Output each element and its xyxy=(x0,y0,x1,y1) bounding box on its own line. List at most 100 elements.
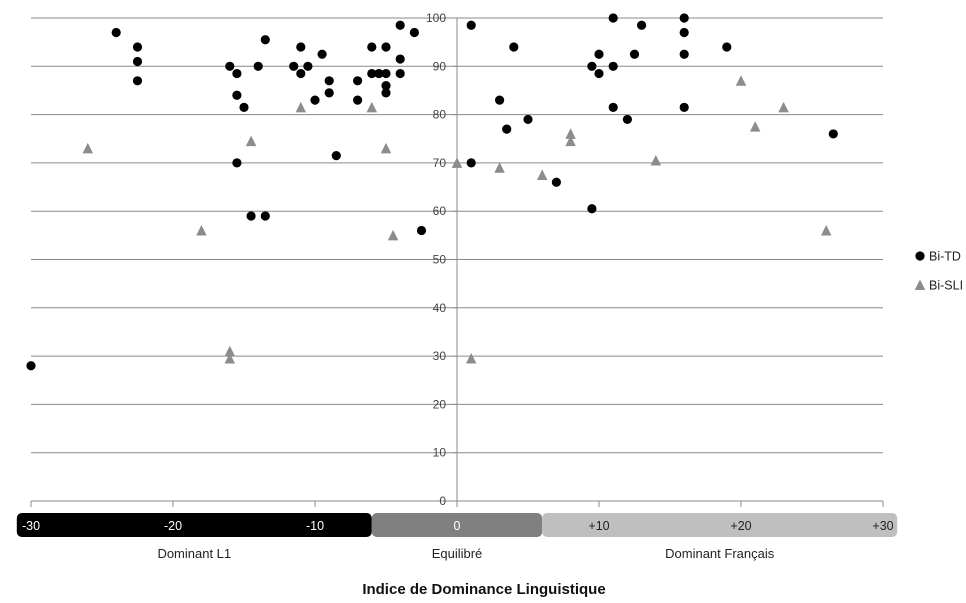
zone-labels: Dominant L1 Equilibré Dominant Français xyxy=(157,546,774,561)
data-point xyxy=(395,20,405,30)
y-tick-label: 60 xyxy=(433,204,447,218)
zone-segment-equilibr- xyxy=(371,513,543,537)
y-tick-label: 100 xyxy=(426,11,446,25)
data-point xyxy=(132,56,143,67)
data-point xyxy=(196,225,207,236)
data-point xyxy=(353,95,363,105)
x-tick-label: -20 xyxy=(164,519,182,533)
data-point xyxy=(466,158,476,168)
triangle-marker-icon xyxy=(914,279,926,290)
x-tick-label: +20 xyxy=(730,519,751,533)
data-point xyxy=(608,102,618,112)
data-point xyxy=(296,68,306,79)
data-points xyxy=(26,13,838,371)
data-point xyxy=(224,353,236,364)
data-point xyxy=(367,42,377,52)
data-point xyxy=(395,68,405,79)
data-point xyxy=(820,225,832,236)
data-point xyxy=(395,54,405,64)
data-point xyxy=(331,151,341,161)
data-point xyxy=(381,42,391,52)
data-point xyxy=(111,27,121,38)
y-tick-label: 80 xyxy=(433,108,447,122)
data-point xyxy=(374,68,384,79)
data-point xyxy=(296,42,306,52)
data-point xyxy=(260,35,270,45)
axes xyxy=(30,17,884,507)
data-point xyxy=(509,42,519,52)
data-point xyxy=(387,229,399,241)
data-point xyxy=(324,76,334,86)
data-point xyxy=(679,13,689,23)
legend-label: Bi-SLI xyxy=(929,279,963,293)
y-tick-label: 30 xyxy=(433,349,447,363)
data-point xyxy=(232,68,242,79)
data-point xyxy=(380,142,392,154)
data-point xyxy=(381,68,391,79)
data-point xyxy=(225,61,235,71)
legend-item: Bi-TD xyxy=(915,250,961,264)
data-point xyxy=(317,49,327,59)
data-point xyxy=(295,101,307,113)
zone-segment-dominant-fran-ais xyxy=(542,513,898,537)
data-point xyxy=(310,95,320,105)
data-point xyxy=(587,204,597,214)
data-point xyxy=(416,225,427,236)
data-point xyxy=(551,177,562,187)
data-point xyxy=(466,20,476,30)
data-point xyxy=(608,61,618,71)
data-point xyxy=(232,90,242,100)
data-point xyxy=(629,49,640,59)
data-point xyxy=(637,20,647,30)
data-point xyxy=(381,88,391,98)
circle-marker-icon xyxy=(915,251,925,261)
x-tick-label: +30 xyxy=(872,519,893,533)
data-point xyxy=(594,49,604,59)
x-tick-label: 0 xyxy=(454,519,461,533)
data-point xyxy=(260,211,270,221)
data-point xyxy=(246,211,256,221)
y-tick-labels: 0 10 20 30 40 50 60 70 80 90 100 xyxy=(426,11,446,508)
zone-label: Dominant Français xyxy=(665,546,775,561)
data-point xyxy=(587,61,597,71)
data-point xyxy=(828,129,838,139)
x-tick-label: +10 xyxy=(588,519,609,533)
data-point xyxy=(565,128,576,139)
data-point xyxy=(749,121,761,132)
data-point xyxy=(778,101,789,113)
data-point xyxy=(494,162,505,173)
data-point xyxy=(245,135,257,147)
zone-segment-dominant-l1 xyxy=(16,513,372,537)
legend-label: Bi-TD xyxy=(929,250,961,264)
data-point xyxy=(132,76,143,86)
data-point xyxy=(465,353,477,364)
data-point xyxy=(594,68,604,79)
data-point xyxy=(381,81,391,91)
y-tick-label: 0 xyxy=(439,494,446,508)
data-point xyxy=(366,101,378,113)
data-point xyxy=(26,361,36,371)
data-point xyxy=(303,61,313,71)
x-tick-label: -30 xyxy=(22,519,40,533)
data-point xyxy=(523,114,533,125)
data-point xyxy=(722,42,732,52)
data-point xyxy=(679,49,689,59)
data-point xyxy=(324,88,334,98)
data-point xyxy=(82,142,94,154)
y-tick-label: 70 xyxy=(433,156,447,170)
legend-item: Bi-SLI xyxy=(914,279,963,293)
zone-label: Equilibré xyxy=(432,546,483,561)
data-point xyxy=(224,345,236,357)
data-point xyxy=(451,157,463,168)
data-point xyxy=(650,154,662,166)
x-tick-labels: -30 -20 -10 0 +10 +20 +30 xyxy=(22,519,894,533)
x-tick-label: -10 xyxy=(306,519,324,533)
data-point xyxy=(409,27,419,38)
data-point xyxy=(565,135,576,147)
data-point xyxy=(132,42,143,52)
data-point xyxy=(622,114,633,125)
y-tick-label: 90 xyxy=(433,59,447,73)
data-point xyxy=(536,169,548,180)
data-point xyxy=(502,124,512,134)
